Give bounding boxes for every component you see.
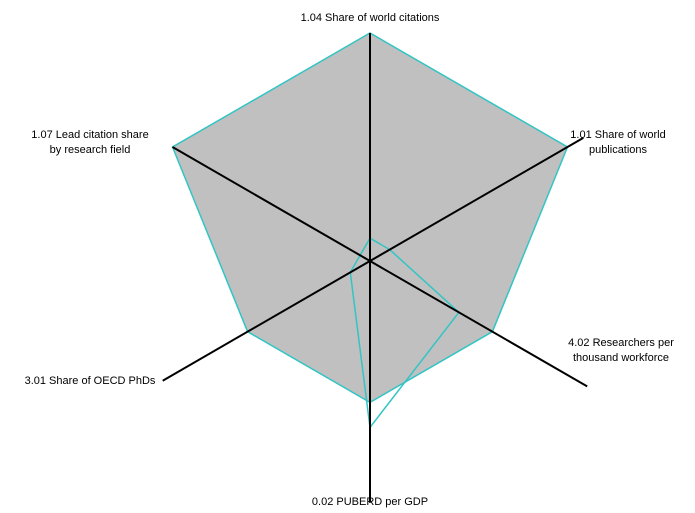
axis-label-a6: 1.07 Lead citation share by research fiel… xyxy=(31,129,148,156)
axis-label-a6-line-2: by research field xyxy=(50,144,131,156)
axis-label-a1: 1.04 Share of world citations xyxy=(301,12,440,24)
axis-label-a1-line-1: 1.04 Share of world citations xyxy=(301,12,440,24)
axis-labels: 1.04 Share of world citations 1.01 Share … xyxy=(25,12,675,508)
axis-line-a3 xyxy=(369,260,588,388)
axis-label-a2: 1.01 Share of world publications xyxy=(570,129,665,156)
axis-line-a5 xyxy=(162,260,371,382)
axis-label-a2-line-2: publications xyxy=(589,144,648,156)
axis-label-a4-line-1: 0.02 PUBERD per GDP xyxy=(312,496,428,508)
axis-label-a3: 4.02 Researchers per thousand workforce xyxy=(568,337,674,364)
axis-label-a6-line-1: 1.07 Lead citation share xyxy=(31,129,148,141)
axis-label-a4: 0.02 PUBERD per GDP xyxy=(312,496,428,508)
axis-label-a5-line-1: 3.01 Share of OECD PhDs xyxy=(25,375,156,387)
axis-layer xyxy=(162,33,588,503)
axis-label-a3-line-1: 4.02 Researchers per xyxy=(568,337,674,349)
axis-line-a6 xyxy=(172,146,371,262)
axis-label-a3-line-2: thousand workforce xyxy=(573,352,669,364)
axis-label-a5: 3.01 Share of OECD PhDs xyxy=(25,375,156,387)
axis-label-a2-line-1: 1.01 Share of world xyxy=(570,129,665,141)
axis-line-a2 xyxy=(369,137,584,262)
